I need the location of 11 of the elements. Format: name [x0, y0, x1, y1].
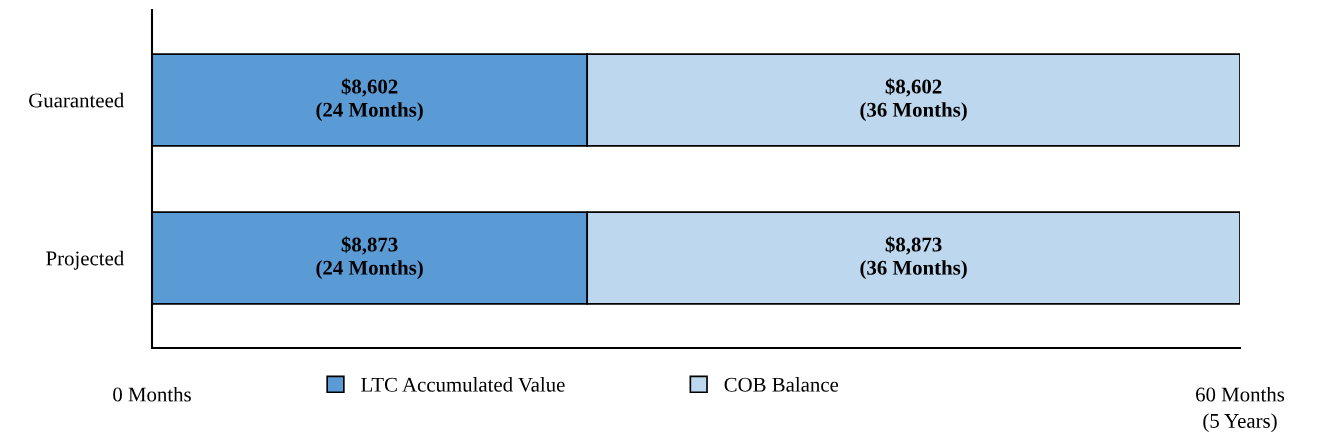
legend-label: COB Balance: [724, 377, 839, 392]
text: (5 Years): [1203, 413, 1277, 432]
x-tick-label: 60 Months: [1196, 386, 1285, 402]
legend-label: LTC Accumulated Value: [361, 377, 565, 392]
y-tick-label: Projected: [46, 250, 124, 270]
data-label: $8,602 (36 Months): [860, 78, 967, 122]
data-label: $8,873 (24 Months): [316, 236, 423, 280]
y-tick-label: Guaranteed: [29, 92, 124, 108]
x-tick-label: 0 Months: [113, 386, 191, 402]
data-label: $8,873 (36 Months): [860, 236, 967, 280]
data-label: $8,602 (24 Months): [316, 78, 423, 122]
